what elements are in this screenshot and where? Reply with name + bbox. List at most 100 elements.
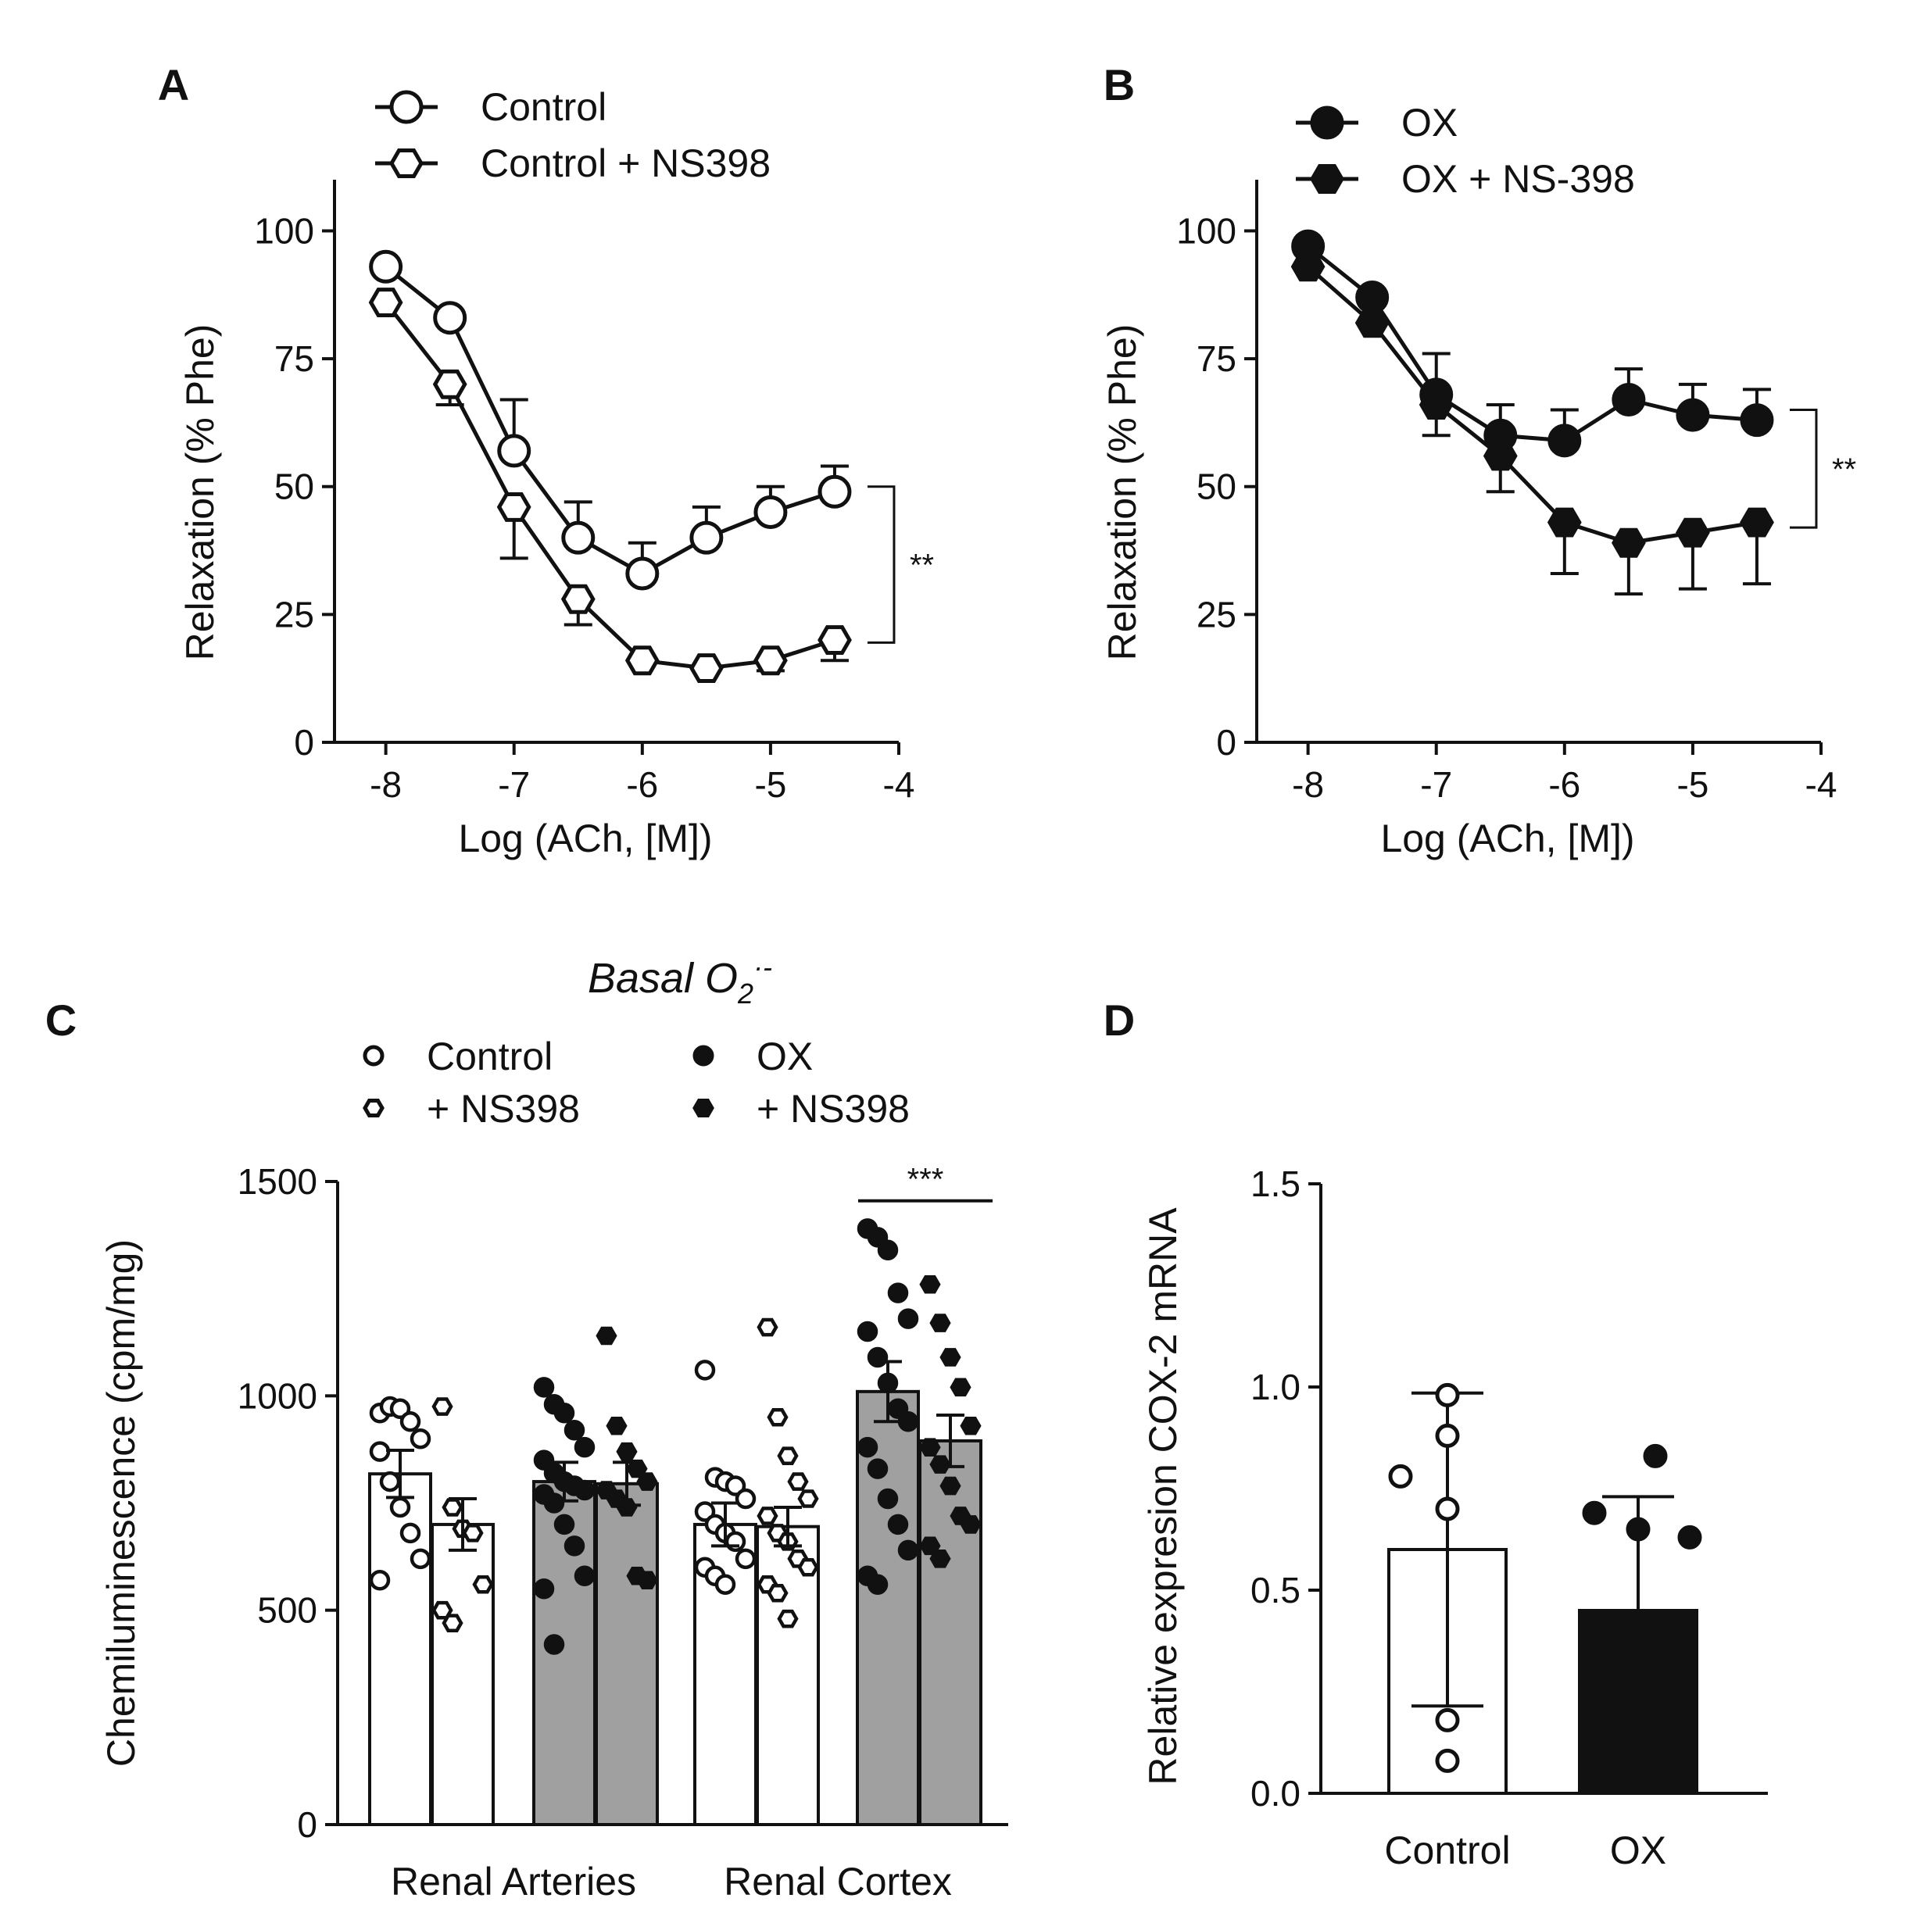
legend-label: Control bbox=[427, 1035, 553, 1078]
data-point bbox=[389, 1496, 411, 1518]
data-point bbox=[1388, 1464, 1413, 1489]
data-point bbox=[432, 369, 467, 399]
x-tick-label: -7 bbox=[1420, 764, 1452, 805]
legend-marker bbox=[389, 90, 424, 124]
x-tick-label: -4 bbox=[1805, 764, 1837, 805]
data-point bbox=[887, 1282, 909, 1303]
data-point bbox=[616, 1442, 638, 1461]
x-axis-label: Log (ACh, [M]) bbox=[458, 817, 712, 860]
legend-label: + NS398 bbox=[757, 1087, 910, 1131]
data-point bbox=[624, 645, 660, 676]
x-tick-label: -6 bbox=[626, 764, 658, 805]
x-tick-label: -6 bbox=[1548, 764, 1580, 805]
y-tick-label: 100 bbox=[1176, 210, 1236, 251]
title-main: Basal O bbox=[588, 955, 738, 1002]
data-point bbox=[533, 1377, 555, 1398]
data-point bbox=[1740, 403, 1774, 438]
data-point bbox=[857, 1436, 878, 1458]
legend-label: + NS398 bbox=[427, 1087, 580, 1131]
x-tick-label: Renal Cortex bbox=[724, 1860, 952, 1903]
y-tick-label: 1000 bbox=[238, 1375, 317, 1416]
significance-label: ** bbox=[1832, 452, 1856, 487]
panel-letter: A bbox=[158, 60, 189, 109]
legend-label: OX bbox=[1401, 101, 1458, 145]
data-point bbox=[399, 1522, 421, 1544]
data-point bbox=[1435, 1382, 1460, 1407]
data-point bbox=[1582, 1500, 1607, 1525]
data-point bbox=[735, 1488, 757, 1510]
data-point bbox=[389, 1398, 411, 1420]
y-tick-label: 500 bbox=[257, 1590, 317, 1631]
data-point bbox=[497, 434, 531, 468]
significance-label: *** bbox=[907, 1163, 944, 1197]
data-point bbox=[1355, 281, 1390, 315]
data-point bbox=[553, 1514, 575, 1535]
panel-a: A 0 25 50 75 100 -8 -7 -6 -5 -4 Log (ACh, [M]) Relax… bbox=[158, 60, 934, 860]
y-tick-label: 1.0 bbox=[1250, 1367, 1301, 1407]
data-point bbox=[410, 1548, 431, 1570]
y-tick-label: 0 bbox=[297, 1804, 317, 1845]
legend-marker bbox=[363, 1045, 385, 1067]
legend-label: OX bbox=[757, 1035, 813, 1078]
bar bbox=[431, 1522, 495, 1827]
data-point bbox=[753, 645, 788, 676]
data-point bbox=[1643, 1443, 1668, 1468]
x-axis-label: Log (ACh, [M]) bbox=[1380, 817, 1634, 860]
data-point bbox=[939, 1476, 961, 1496]
x-tick-label: -8 bbox=[370, 764, 402, 805]
panel-letter: B bbox=[1104, 60, 1135, 109]
data-point bbox=[1419, 390, 1454, 420]
data-point bbox=[560, 584, 596, 614]
data-point bbox=[1290, 252, 1326, 282]
data-point bbox=[757, 1317, 778, 1337]
x-tick-label: Renal Arteries bbox=[391, 1860, 636, 1903]
bar bbox=[532, 1480, 596, 1826]
x-tick-label: -5 bbox=[1676, 764, 1708, 805]
data-point bbox=[950, 1378, 971, 1397]
y-tick-label: 75 bbox=[274, 338, 314, 379]
data-point bbox=[1626, 1517, 1651, 1542]
data-point bbox=[564, 1419, 585, 1441]
bar bbox=[368, 1472, 432, 1826]
legend-marker bbox=[692, 1099, 714, 1117]
bar bbox=[595, 1482, 659, 1827]
legend-marker bbox=[692, 1045, 714, 1067]
panel-letter: D bbox=[1104, 996, 1135, 1045]
data-point bbox=[867, 1458, 889, 1479]
data-point bbox=[431, 1397, 453, 1416]
legend-marker bbox=[363, 1099, 385, 1117]
bar bbox=[856, 1389, 920, 1826]
chart-title: Basal O2·- bbox=[588, 951, 772, 1010]
data-point bbox=[689, 520, 724, 555]
data-point bbox=[472, 1575, 494, 1594]
data-point bbox=[867, 1346, 889, 1368]
data-point bbox=[724, 1475, 746, 1496]
data-point bbox=[636, 1571, 658, 1590]
y-tick-label: 25 bbox=[274, 594, 314, 634]
data-point bbox=[757, 1507, 778, 1525]
data-point bbox=[379, 1471, 401, 1492]
legend-label: Control + NS398 bbox=[481, 141, 771, 185]
legend-label: Control bbox=[481, 85, 606, 129]
data-point bbox=[887, 1514, 909, 1535]
data-point bbox=[1740, 507, 1774, 538]
x-tick-label: -7 bbox=[498, 764, 530, 805]
data-point bbox=[689, 653, 724, 683]
data-point bbox=[818, 474, 852, 509]
data-point bbox=[533, 1450, 555, 1471]
data-point bbox=[1435, 1423, 1460, 1448]
title-subscript: 2 bbox=[737, 978, 753, 1010]
data-point bbox=[929, 1314, 951, 1332]
data-point bbox=[564, 1535, 585, 1557]
data-point bbox=[724, 1531, 746, 1553]
data-point bbox=[574, 1565, 596, 1587]
y-tick-label: 25 bbox=[1197, 594, 1236, 634]
data-point bbox=[1354, 308, 1390, 338]
data-point bbox=[767, 1583, 789, 1603]
bar bbox=[918, 1439, 982, 1827]
x-tick-label: -4 bbox=[883, 764, 915, 805]
significance-label: ** bbox=[910, 549, 934, 583]
y-tick-label: 0 bbox=[294, 722, 314, 763]
y-axis-label: Relaxation (% Phe) bbox=[178, 324, 222, 661]
data-point bbox=[897, 1539, 919, 1561]
